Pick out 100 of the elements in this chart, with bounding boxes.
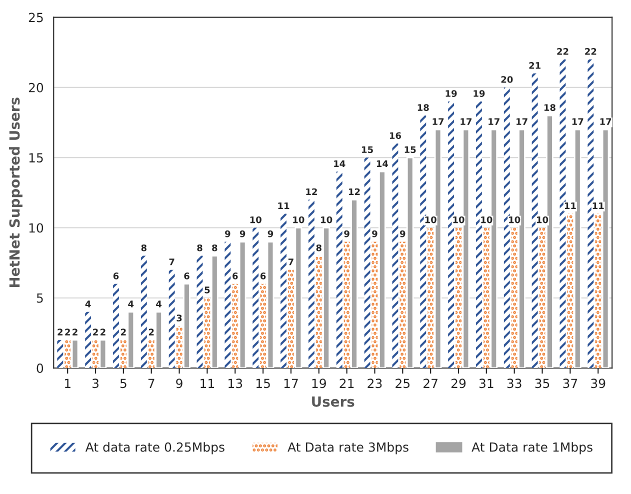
x-tick-label: 33 (507, 378, 522, 388)
data-label: 9 (344, 230, 350, 238)
legend-label: At Data rate 3Mbps (288, 442, 408, 454)
data-label: 14 (376, 160, 388, 167)
x-axis-title: Users (312, 396, 354, 407)
data-label: 6 (260, 272, 266, 280)
x-tick-label: 35 (535, 378, 550, 388)
x-tick-label: 15 (256, 378, 270, 388)
bar (532, 73, 538, 368)
bar (378, 170, 386, 368)
x-tick-label: 5 (120, 378, 126, 388)
data-label: 10 (293, 216, 304, 224)
bar (448, 101, 454, 368)
y-tick-label: 10 (29, 223, 44, 233)
data-label: 22 (557, 48, 568, 55)
data-label: 10 (509, 216, 520, 224)
data-label: 7 (169, 258, 174, 266)
x-tick-label: 23 (368, 378, 382, 388)
bar (155, 311, 162, 368)
bar (476, 101, 482, 368)
bar (350, 198, 358, 368)
x-tick-label: 31 (479, 378, 494, 388)
data-label: 6 (184, 272, 190, 280)
x-tick-label: 13 (228, 378, 242, 388)
bar (99, 339, 107, 368)
data-label: 6 (113, 272, 119, 280)
bar (92, 340, 98, 368)
bar (120, 340, 126, 368)
data-label: 22 (585, 48, 596, 55)
data-label: 16 (390, 132, 402, 140)
data-label: 4 (85, 300, 91, 308)
data-label: 10 (453, 216, 464, 224)
bar (210, 255, 218, 368)
data-label: 17 (488, 118, 500, 125)
data-label: 10 (481, 216, 492, 224)
data-label: 9 (225, 230, 230, 238)
data-label: 12 (348, 188, 360, 196)
data-label: 19 (446, 90, 457, 97)
data-label: 12 (306, 188, 317, 196)
data-label: 8 (316, 244, 322, 252)
bar (560, 59, 566, 368)
bar (238, 241, 246, 368)
data-label: 17 (516, 118, 528, 125)
x-tick-label: 37 (563, 378, 578, 388)
bar (85, 312, 92, 368)
y-tick-label: 25 (28, 12, 43, 22)
bar (232, 284, 238, 368)
data-label: 14 (334, 160, 346, 167)
bar (140, 256, 147, 368)
y-axis-title: HetNet Supported Users (9, 98, 22, 288)
data-label: 19 (474, 90, 485, 97)
bar (260, 284, 266, 368)
bar (420, 115, 426, 368)
bar (288, 270, 294, 368)
x-tick-label: 27 (424, 378, 438, 388)
x-tick-label: 29 (451, 378, 466, 388)
bar (392, 144, 398, 368)
bar (400, 242, 406, 368)
data-label: 2 (121, 328, 126, 336)
y-tick-label: 0 (36, 364, 44, 373)
bar (322, 227, 330, 368)
data-label: 18 (418, 104, 429, 111)
data-label: 15 (404, 146, 416, 154)
y-tick-label: 5 (36, 294, 43, 303)
y-tick-label: 20 (28, 82, 44, 92)
x-tick-label: 1 (64, 378, 70, 388)
y-tick-label: 15 (29, 153, 43, 163)
data-label: 21 (529, 62, 540, 69)
data-label: 10 (537, 216, 548, 224)
data-label: 10 (321, 216, 332, 224)
data-label: 2 (148, 328, 154, 336)
bar (588, 59, 594, 368)
x-tick-label: 39 (591, 378, 606, 388)
x-tick-label: 25 (396, 378, 410, 388)
data-label: 4 (156, 300, 162, 308)
data-label: 5 (204, 286, 210, 294)
data-label: 2 (65, 328, 70, 336)
data-label: 9 (268, 230, 274, 238)
bar (406, 156, 414, 368)
bar (483, 228, 490, 368)
bar (204, 298, 210, 368)
x-tick-label: 11 (200, 378, 214, 388)
data-label: 3 (176, 314, 182, 322)
data-label: 11 (564, 202, 576, 210)
bar (127, 311, 135, 368)
data-label: 4 (128, 300, 134, 308)
bar (372, 242, 378, 368)
data-label: 17 (600, 118, 612, 125)
bar (57, 340, 64, 368)
legend-label: At data rate 0.25Mbps (85, 442, 224, 454)
bar (71, 339, 79, 368)
bar (456, 228, 462, 368)
bar (294, 227, 302, 368)
x-tick-label: 9 (176, 378, 182, 388)
bar (196, 256, 203, 368)
data-label: 10 (425, 216, 436, 224)
bar (113, 284, 119, 368)
data-label: 8 (212, 244, 218, 252)
legend-label: At Data rate 1Mbps (472, 442, 592, 454)
bar (344, 242, 350, 368)
